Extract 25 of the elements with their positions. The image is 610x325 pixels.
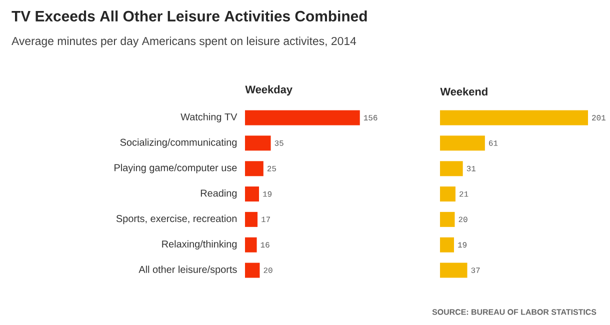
y-tick-label: Relaxing/thinking [162, 240, 237, 250]
chart-title: Weekday [245, 85, 292, 96]
bar [440, 186, 456, 202]
bar [440, 161, 463, 176]
bar [245, 262, 260, 278]
y-tick-label: Sports, exercise, recreation [116, 214, 237, 224]
y-tick-label: All other leisure/sports [138, 266, 237, 275]
bar [440, 212, 455, 227]
y-tick-label: Watching TV [180, 113, 238, 122]
bar [440, 237, 454, 252]
text: Average minutes per day Americans spent on leisure activites, 2014 [12, 36, 356, 48]
bar [245, 186, 259, 202]
bar [440, 110, 588, 126]
chart-title: Weekend [440, 87, 488, 96]
bar [245, 212, 258, 227]
bar [440, 136, 485, 151]
text: TV Exceeds All Other Leisure Activities Combined [12, 10, 367, 22]
bar [245, 136, 271, 151]
y-tick-label: Socializing/communicating [120, 138, 237, 148]
bar [245, 161, 264, 176]
y-tick-label: Reading [200, 189, 237, 199]
bar [245, 237, 257, 252]
bar [440, 262, 468, 278]
y-tick-label: Playing game/computer use [114, 164, 237, 174]
bar [245, 110, 360, 126]
